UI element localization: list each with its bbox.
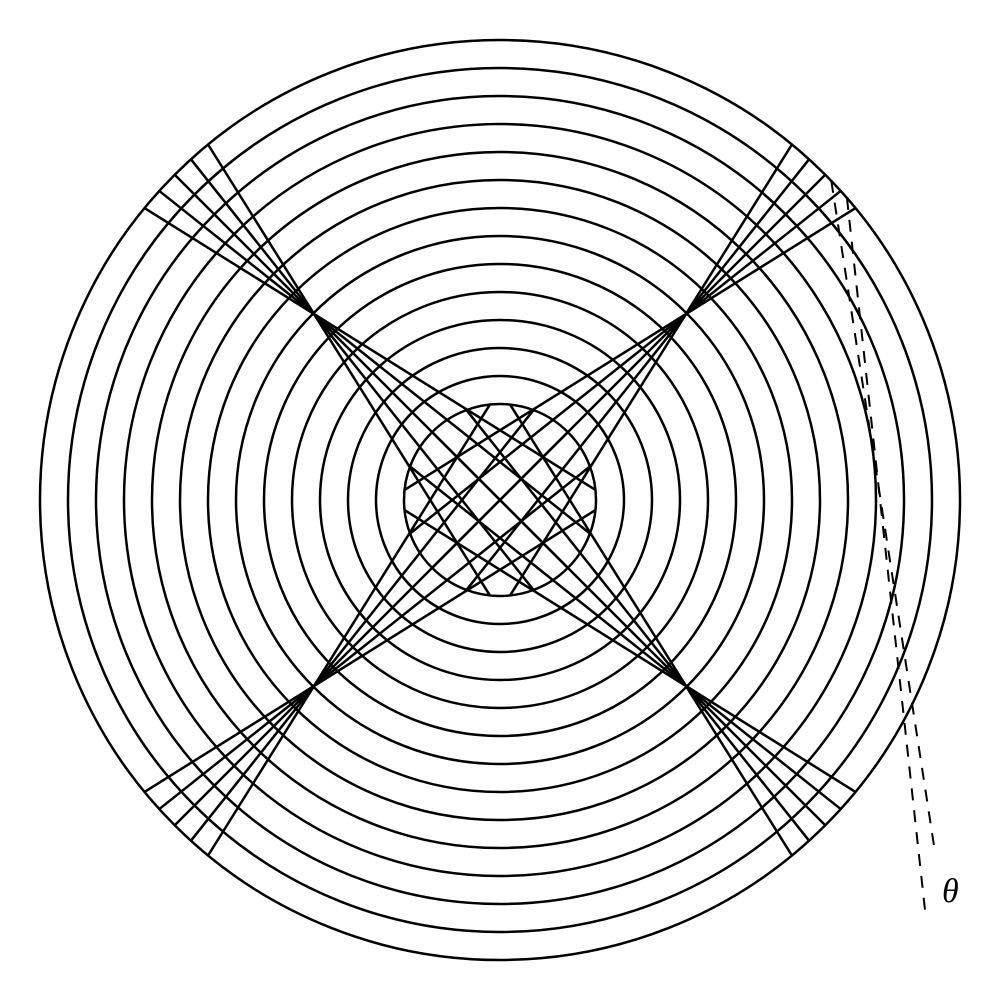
theta-label: θ [942,873,959,911]
concentric-diagram [0,0,1000,1000]
